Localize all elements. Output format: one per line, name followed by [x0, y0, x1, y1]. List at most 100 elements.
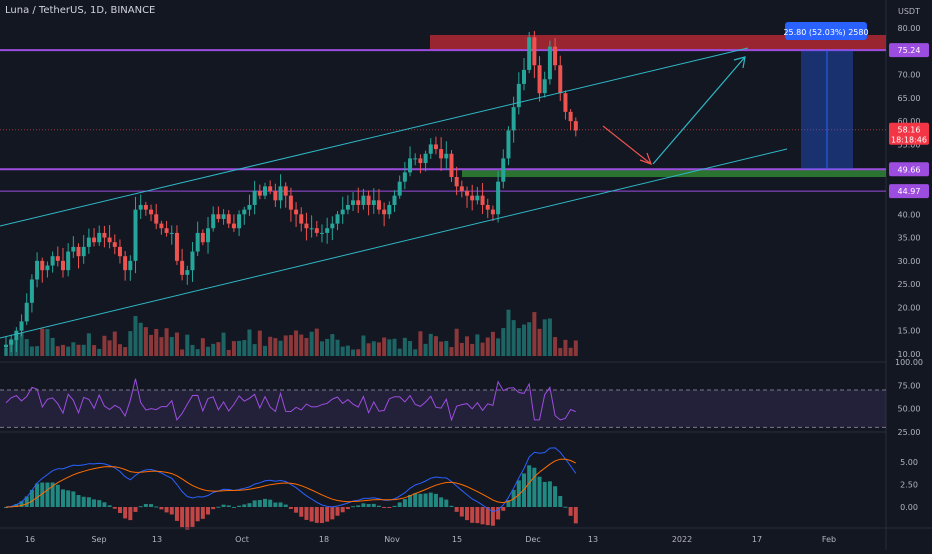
time-tick-label: 17: [752, 535, 762, 544]
macd-histogram-bar: [159, 507, 164, 510]
macd-histogram-bar: [563, 506, 568, 508]
macd-histogram-bar: [459, 507, 464, 517]
candle-body: [76, 246, 81, 257]
price-tick-label: 65.00: [898, 94, 921, 103]
macd-histogram-bar: [475, 507, 480, 524]
volume-bar: [128, 331, 133, 356]
macd-histogram-bar: [335, 507, 340, 516]
candle-body: [423, 153, 428, 164]
candle-body: [288, 195, 293, 210]
volume-bar: [159, 337, 164, 356]
candle-body: [117, 246, 122, 257]
volume-bar: [299, 334, 304, 356]
macd-histogram-bar: [107, 505, 112, 507]
candle-body: [200, 232, 205, 243]
volume-bar: [273, 338, 278, 356]
candle-body: [19, 321, 24, 331]
volume-bar: [371, 341, 376, 356]
time-tick-label: 18: [319, 535, 329, 544]
macd-histogram-bar: [402, 499, 407, 507]
level-label-mid-bg: [889, 162, 929, 177]
volume-bar: [263, 345, 267, 356]
candle-body: [257, 191, 262, 196]
volume-bar: [490, 331, 495, 356]
macd-histogram-bar: [133, 507, 138, 512]
volume-bar: [465, 336, 470, 356]
candle-body: [263, 186, 267, 196]
macd-histogram-bar: [304, 507, 309, 520]
candle-body: [547, 46, 552, 80]
candle-body: [304, 223, 309, 229]
level-label-mid: 49.66: [898, 165, 921, 174]
volume-bar: [351, 349, 356, 356]
volume-bar: [314, 328, 319, 356]
rsi-tick-label: 100.00: [895, 358, 923, 367]
macd-histogram-bar: [506, 500, 511, 507]
volume-bar: [117, 344, 122, 356]
candle-body: [356, 200, 361, 205]
candle-body: [542, 79, 547, 94]
macd-histogram-bar: [185, 507, 190, 530]
resistance-zone: [430, 34, 886, 51]
volume-bar: [190, 344, 195, 356]
candle-body: [211, 214, 216, 229]
candle-body: [558, 65, 563, 94]
price-zones: [430, 34, 886, 178]
candle-body: [71, 246, 76, 252]
volume-bar: [387, 339, 392, 356]
volume-bar: [496, 338, 501, 356]
volume-bar: [573, 340, 578, 356]
macd-histogram-bar: [547, 481, 552, 507]
volume-bar: [143, 327, 148, 356]
macd-histogram-bar: [29, 489, 34, 507]
current-price-bg: [889, 122, 929, 145]
candle-body: [154, 214, 159, 224]
macd-histogram-bar: [143, 503, 148, 507]
price-tick-label: 25.00: [898, 280, 921, 289]
candle-body: [97, 232, 102, 243]
volume-bar: [397, 348, 402, 356]
rsi-tick-label: 25.00: [898, 428, 921, 437]
time-tick-label: 2022: [672, 535, 692, 544]
macd-histogram-bar: [485, 507, 490, 526]
time-tick-label: 15: [452, 535, 462, 544]
price-tick-label: 20.00: [898, 303, 921, 312]
candle-body: [268, 186, 273, 191]
candle-body: [112, 242, 117, 247]
up-arrow: [652, 56, 746, 165]
macd-histogram-bar: [138, 506, 143, 508]
volume-bar: [325, 338, 330, 356]
candle-body: [174, 232, 179, 261]
volume-bar: [257, 330, 262, 356]
macd-histogram-bar: [112, 507, 117, 509]
volume-bar: [511, 320, 516, 356]
candle-body: [366, 195, 371, 205]
volume-bar: [174, 332, 179, 356]
rsi-tick-label: 50.00: [898, 405, 921, 414]
volume-bar: [345, 345, 350, 356]
macd-histogram-bar: [4, 507, 8, 508]
volume-bar: [24, 339, 29, 356]
price-tick-label: 30.00: [898, 257, 921, 266]
volume-bar: [340, 346, 345, 356]
candle-body: [496, 181, 501, 215]
macd-tick-label: 5.00: [900, 458, 918, 467]
volume-bar: [66, 346, 71, 356]
macd-histogram-bar: [340, 507, 345, 513]
macd-histogram-bar: [169, 507, 174, 515]
volume-bar: [154, 328, 159, 356]
candle-body: [231, 223, 236, 229]
candle-body: [195, 232, 200, 252]
time-tick-label: 16: [25, 535, 35, 544]
candle-body: [568, 111, 573, 122]
time-tick-label: Feb: [822, 535, 836, 544]
macd-histogram-bar: [387, 507, 392, 508]
volume-bar: [361, 335, 366, 356]
candle-body: [345, 204, 350, 210]
candle-body: [382, 209, 387, 215]
volume-bar: [423, 343, 428, 356]
candle-body: [164, 228, 169, 233]
volume-bar: [382, 337, 387, 356]
